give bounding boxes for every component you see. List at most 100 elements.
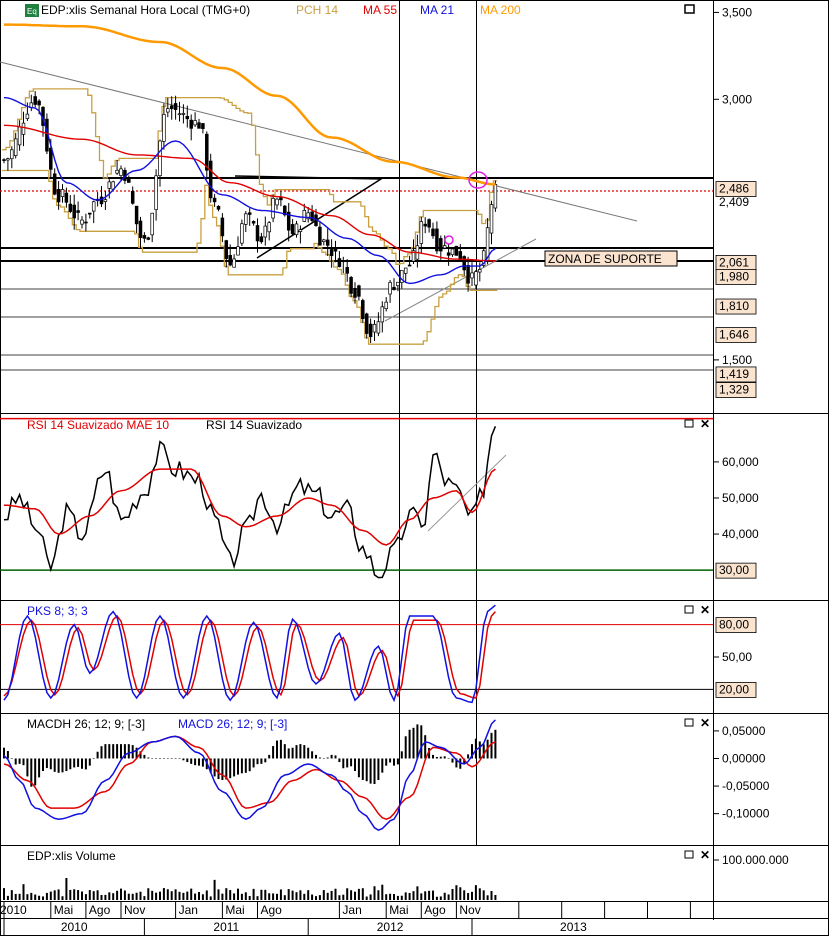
volume-bar <box>22 884 25 900</box>
price-bar-body <box>357 285 361 297</box>
macd-histogram-bar <box>299 744 302 759</box>
rsi-panel-close-icon[interactable]: ✕ <box>700 417 710 431</box>
ma200-line <box>4 23 496 186</box>
volume-bar <box>385 894 388 900</box>
price-bar-body <box>84 221 88 224</box>
macd-histogram-bar <box>377 758 380 780</box>
macd-histogram-bar <box>357 758 360 778</box>
macd-histogram-bar <box>120 744 122 759</box>
volume-bar <box>322 890 325 900</box>
macd-histogram-bar <box>408 729 411 759</box>
year-label: 2011 <box>213 920 239 934</box>
price-bar-body <box>302 209 307 222</box>
level-label-1419-box <box>715 366 757 383</box>
pks-panel-maximize-icon[interactable] <box>684 605 694 614</box>
price-bar-body <box>10 149 14 160</box>
volume-bar <box>264 889 267 900</box>
price-panel-maximize-icon[interactable] <box>684 4 695 14</box>
macd-histogram-bar <box>198 758 200 766</box>
volume-bar <box>432 890 434 900</box>
rsi-panel-maximize-icon[interactable] <box>684 419 694 428</box>
rsi-tick-label: 50,000 <box>722 491 759 505</box>
rsi-trendline <box>427 454 507 532</box>
volume-bar <box>295 892 298 900</box>
volume-panel-maximize-icon[interactable] <box>684 850 694 859</box>
macd-histogram-bar <box>365 758 368 782</box>
volume-bar <box>65 878 68 900</box>
price-bar-body <box>271 198 275 219</box>
volume-bar <box>377 890 380 900</box>
price-bar-body <box>462 256 466 271</box>
level-label-1646: 1,646 <box>719 328 749 342</box>
volume-bar <box>38 895 41 900</box>
price-bar-body <box>306 212 310 220</box>
price-bar-body <box>384 301 388 310</box>
macd-panel-close-icon[interactable]: ✕ <box>700 716 710 730</box>
macd-panel-maximize-icon[interactable] <box>684 718 694 727</box>
macd-histogram-bar <box>260 758 263 764</box>
rsi-panel[interactable]: RSI 14 Suavizado MAE 10 RSI 14 Suavizado… <box>0 417 759 579</box>
price-bar-body <box>310 211 314 221</box>
price-bar-body <box>142 235 147 239</box>
price-bar-body <box>146 237 151 240</box>
price-bar-body <box>21 122 26 135</box>
year-label: 2012 <box>377 920 404 934</box>
price-bar-body <box>298 229 303 232</box>
month-label: Ago <box>89 903 111 917</box>
pks-panel[interactable]: PKS 8; 3; 3 ✕ 50,00 80,00 20,00 <box>0 603 757 704</box>
price-tick-label: 3,000 <box>722 92 752 106</box>
macd-histogram-bar <box>96 751 99 759</box>
volume-bar <box>478 888 481 900</box>
volume-bar <box>45 892 48 900</box>
level-label-1419: 1,419 <box>719 367 749 381</box>
volume-panel[interactable]: EDP:xlis Volume ✕ 100.000.000 <box>3 848 789 900</box>
volume-bar <box>112 893 115 900</box>
volume-bar <box>135 892 138 900</box>
macd-series <box>3 719 497 832</box>
macd-line <box>3 719 496 832</box>
price-bar-body <box>470 272 474 279</box>
macd-tick-label: 0,05000 <box>722 724 766 738</box>
macd-histogram-bar <box>162 758 165 759</box>
price-bar-body <box>224 240 229 259</box>
macd-panel[interactable]: MACDH 26; 12; 9; [-3] MACD 26; 12; 9; [-… <box>3 716 770 832</box>
pks-panel-close-icon[interactable]: ✕ <box>700 603 710 617</box>
rsi-legend: RSI 14 Suavizado MAE 10 RSI 14 Suavizado <box>27 418 302 432</box>
month-label: Mai <box>225 903 244 917</box>
macd-histogram-bar <box>338 758 341 763</box>
volume-bar <box>311 894 314 900</box>
macd-histogram-bar <box>443 756 446 759</box>
volume-panel-close-icon[interactable]: ✕ <box>700 848 710 862</box>
price-bar-body <box>138 220 143 238</box>
price-bar-body <box>341 260 346 263</box>
pch-legend: PCH 14 <box>296 3 338 17</box>
volume-bar <box>57 889 60 900</box>
year-label: 2010 <box>61 920 88 934</box>
volume-bar <box>416 886 419 900</box>
macd-histogram-bar <box>77 758 80 767</box>
volume-bar <box>3 888 5 900</box>
time-axis[interactable]: 2010 Mai Ago Nov Jan Mai Ago Jan Mai Ago Nov 2010 20… <box>0 902 691 936</box>
macd-histogram-bar <box>14 758 17 765</box>
price-bar-body <box>423 223 427 227</box>
volume-bar <box>303 893 306 900</box>
price-bar-body <box>25 113 30 119</box>
vertical-markers <box>399 0 477 845</box>
pks-tick-label: 50,00 <box>722 650 752 664</box>
price-bar-body <box>337 258 342 267</box>
price-bar-body <box>162 114 166 142</box>
month-label: Mai <box>54 903 73 917</box>
volume-bar <box>116 890 119 900</box>
price-panel[interactable]: ZONA DE SUPORTE Eq EDP:xlis Semanal Hora… <box>0 0 757 845</box>
macd-histogram-bar <box>38 758 41 778</box>
volume-bar <box>108 892 111 900</box>
price-bar-body <box>212 197 217 203</box>
macd-histogram-bar <box>396 758 399 765</box>
price-bar-body <box>259 236 264 243</box>
macd-histogram-bar <box>233 758 236 777</box>
macd-histogram-bar <box>123 744 126 759</box>
price-bar-body <box>6 158 10 161</box>
price-bar-body <box>154 175 158 210</box>
